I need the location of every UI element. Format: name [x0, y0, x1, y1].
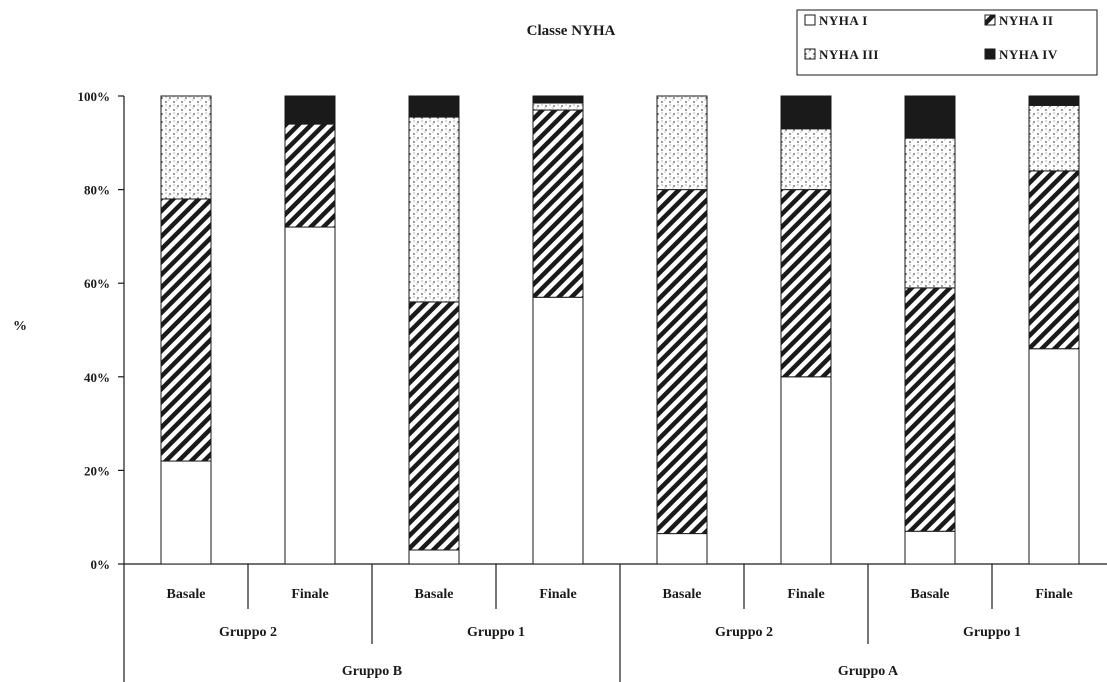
y-tick-label: 20%	[84, 463, 110, 478]
bar-segment-series-1	[904, 530, 956, 565]
x-group-label: Gruppo B	[342, 664, 402, 679]
bar-segment-series-3	[532, 102, 584, 111]
x-category-label: Finale	[291, 587, 328, 602]
bar-segment-series-2	[780, 189, 832, 378]
legend-swatch	[984, 14, 996, 26]
x-subgroup-label: Gruppo 1	[963, 625, 1021, 640]
x-category-label: Basale	[663, 587, 702, 602]
bar-segment-series-1	[532, 296, 584, 565]
legend-label: NYHA I	[819, 13, 868, 28]
x-subgroup-label: Gruppo 1	[467, 625, 525, 640]
x-category-label: Basale	[415, 587, 454, 602]
axes	[123, 96, 1107, 682]
bar-segment-series-1	[656, 533, 708, 565]
bar-segment-series-2	[532, 109, 584, 298]
y-tick-label: 60%	[84, 276, 110, 291]
bar-segment-series-1	[284, 226, 336, 565]
y-ticks: 0% 20% 40% 60% 80% 100%	[78, 89, 124, 572]
x-category-label: Finale	[539, 587, 576, 602]
y-tick-label: 0%	[91, 557, 111, 572]
legend-swatch	[984, 48, 996, 60]
legend-label: NYHA III	[819, 47, 879, 62]
bar-segment-series-2	[656, 189, 708, 535]
x-subgroup-label: Gruppo 2	[715, 625, 773, 640]
x-category-label: Basale	[911, 587, 950, 602]
x-category-label: Finale	[1035, 587, 1072, 602]
y-tick-label: 40%	[84, 370, 110, 385]
bars	[160, 95, 1080, 565]
y-axis-label: %	[13, 319, 27, 334]
bar-segment-series-4	[904, 95, 956, 139]
x-category-label: Finale	[787, 587, 824, 602]
bar-segment-series-2	[904, 287, 956, 532]
bar-segment-series-3	[160, 95, 212, 200]
bar-segment-series-4	[284, 95, 336, 125]
bar-segment-series-1	[408, 549, 460, 565]
bar-segment-series-2	[160, 198, 212, 462]
bar-segment-series-1	[1028, 348, 1080, 565]
bar-segment-series-4	[408, 95, 460, 118]
y-tick-label: 100%	[78, 89, 111, 104]
legend: NYHA I NYHA II NYHA III NYHA IV	[796, 9, 1098, 76]
x-group-label: Gruppo A	[838, 664, 899, 679]
bar-segment-series-4	[532, 95, 584, 104]
legend-label: NYHA II	[999, 13, 1053, 28]
bar-segment-series-4	[780, 95, 832, 130]
legend-label: NYHA IV	[999, 47, 1058, 62]
x-category-label: Basale	[167, 587, 206, 602]
bar-segment-series-2	[284, 123, 336, 228]
x-subgroup-label: Gruppo 2	[219, 625, 277, 640]
legend-box	[796, 9, 1098, 76]
category-labels: Basale Finale Basale Finale Basale Finale Basa…	[167, 587, 1073, 679]
y-tick-label: 80%	[84, 183, 110, 198]
bar-segment-series-2	[408, 301, 460, 551]
legend-swatch	[804, 48, 816, 60]
bar-segment-series-3	[904, 137, 956, 289]
bar-segment-series-1	[780, 376, 832, 565]
bar-segment-series-3	[1028, 104, 1080, 172]
bar-segment-series-1	[160, 460, 212, 565]
bar-segment-series-3	[408, 116, 460, 303]
bar-segment-series-4	[1028, 95, 1080, 106]
legend-swatch	[804, 14, 816, 26]
bar-segment-series-2	[1028, 170, 1080, 350]
bar-segment-series-3	[780, 128, 832, 191]
bar-segment-series-3	[656, 95, 708, 191]
chart-title: Classe NYHA	[527, 23, 616, 39]
